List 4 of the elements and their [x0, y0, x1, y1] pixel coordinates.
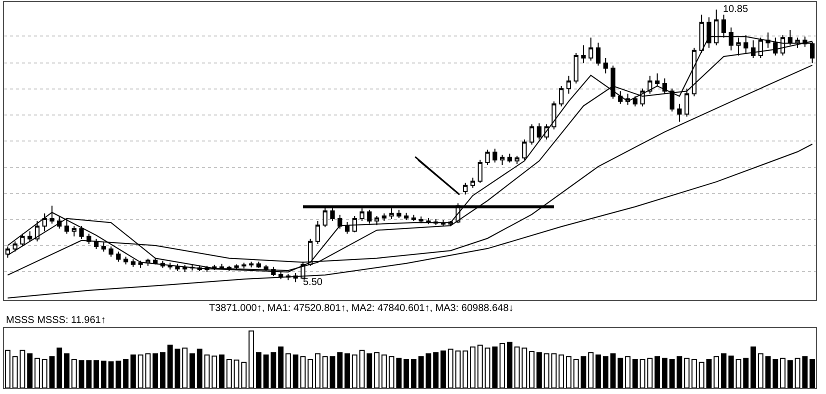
text: MSSS MSSS: 11.961↑ [6, 315, 106, 326]
text: T3871.000↑, MA1: 47520.801↑, MA2: 47840.601↑, MA3: 60988.648↓ [209, 303, 514, 314]
annotation: 5.50 [303, 277, 323, 288]
annotation: 10.85 [723, 4, 748, 15]
